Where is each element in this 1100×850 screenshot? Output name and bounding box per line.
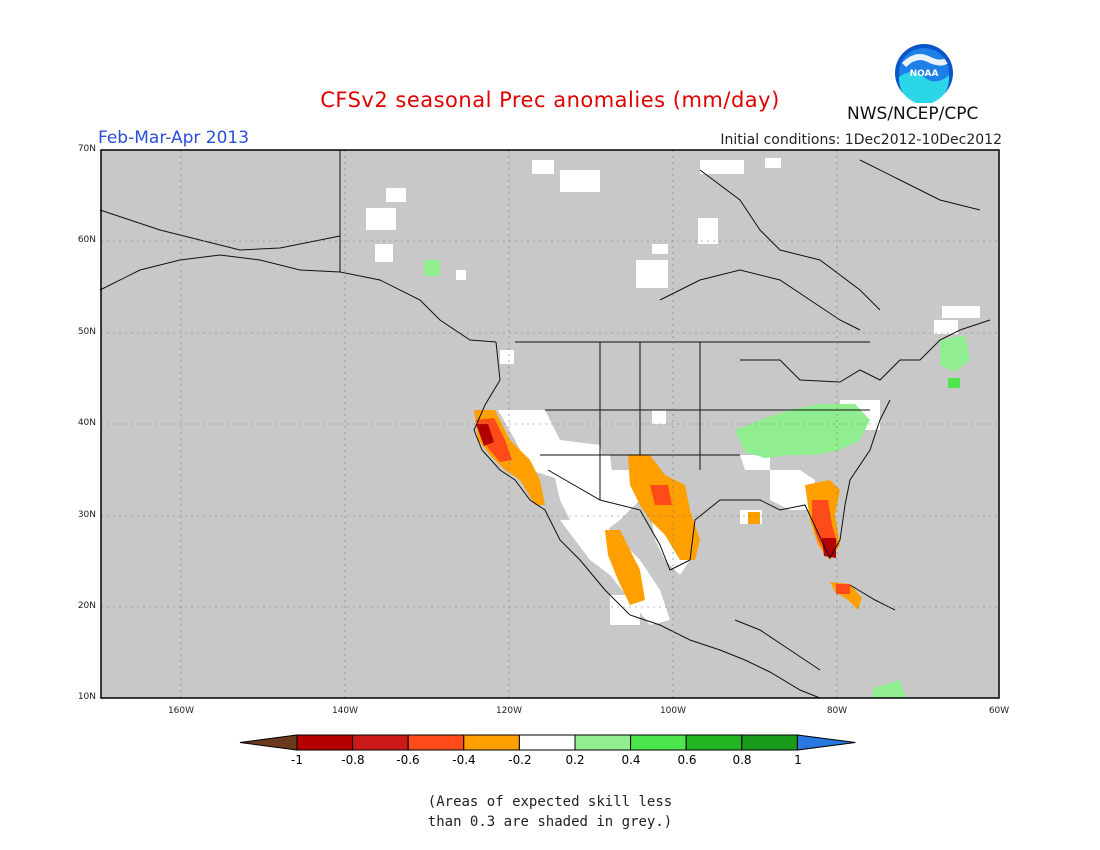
- colorbar-segment: [407, 734, 465, 751]
- map-title: CFSv2 seasonal Prec anomalies (mm/day): [320, 88, 780, 112]
- lon-label-140w: 140W: [331, 706, 359, 716]
- colorbar-segment: [518, 734, 576, 751]
- colorbar-segment: [630, 734, 687, 751]
- positive-anomaly-regions: [424, 260, 970, 698]
- map-frame: [100, 149, 1000, 699]
- noaa-logo: NOAA: [895, 44, 953, 103]
- colorbar-segment: [685, 734, 743, 751]
- colorbar-arrow-low: [239, 734, 298, 751]
- colorbar-label: 0.8: [732, 753, 752, 767]
- lat-lon-grid: [101, 150, 999, 698]
- coastlines-boundaries: [99, 150, 991, 699]
- skill-note-line-1: (Areas of expected skill less: [427, 794, 673, 810]
- colorbar-label: -1: [291, 753, 303, 767]
- colorbar-segment: [741, 734, 798, 751]
- lon-label-60w: 60W: [988, 706, 1010, 716]
- lon-label-100w: 100W: [659, 706, 687, 716]
- initial-conditions-label: Initial conditions: 1Dec2012-10Dec2012: [720, 132, 1002, 148]
- lon-label-120w: 120W: [495, 706, 523, 716]
- skill-note: (Areas of expected skill less than 0.3 a…: [0, 792, 1100, 832]
- colorbar-label: -0.4: [452, 753, 476, 767]
- lon-label-160w: 160W: [167, 706, 195, 716]
- colorbar-segment: [574, 734, 632, 751]
- agency-label: NWS/NCEP/CPC: [847, 104, 979, 124]
- colorbar-label: 0.2: [565, 753, 585, 767]
- colorbar-label: -0.2: [508, 753, 532, 767]
- skill-note-line-2: than 0.3 are shaded in grey.): [427, 814, 673, 830]
- colorbar-label: 0.6: [677, 753, 697, 767]
- colorbar-label: 0.4: [621, 753, 641, 767]
- lat-label-40n: 40N: [77, 418, 96, 428]
- lon-label-80w: 80W: [826, 706, 848, 716]
- colorbar-label: -0.6: [396, 753, 420, 767]
- colorbar-label: 1: [794, 753, 802, 767]
- lat-label-60n: 60N: [77, 235, 96, 245]
- logo-text: NOAA: [910, 69, 939, 79]
- lat-label-30n: 30N: [77, 510, 96, 520]
- colorbar-segment: [296, 734, 354, 751]
- lat-label-10n: 10N: [77, 692, 96, 702]
- colorbar-label: -0.8: [341, 753, 365, 767]
- colorbar-segment: [463, 734, 520, 751]
- colorbar-segment: [352, 734, 409, 751]
- lat-label-20n: 20N: [77, 601, 96, 611]
- colorbar-segments: [239, 734, 856, 751]
- colorbar-arrow-high: [796, 734, 856, 751]
- negative-anomaly-regions: [474, 410, 862, 610]
- lat-label-70n: 70N: [77, 144, 96, 154]
- season-label: Feb-Mar-Apr 2013: [98, 128, 250, 148]
- lat-label-50n: 50N: [77, 327, 96, 337]
